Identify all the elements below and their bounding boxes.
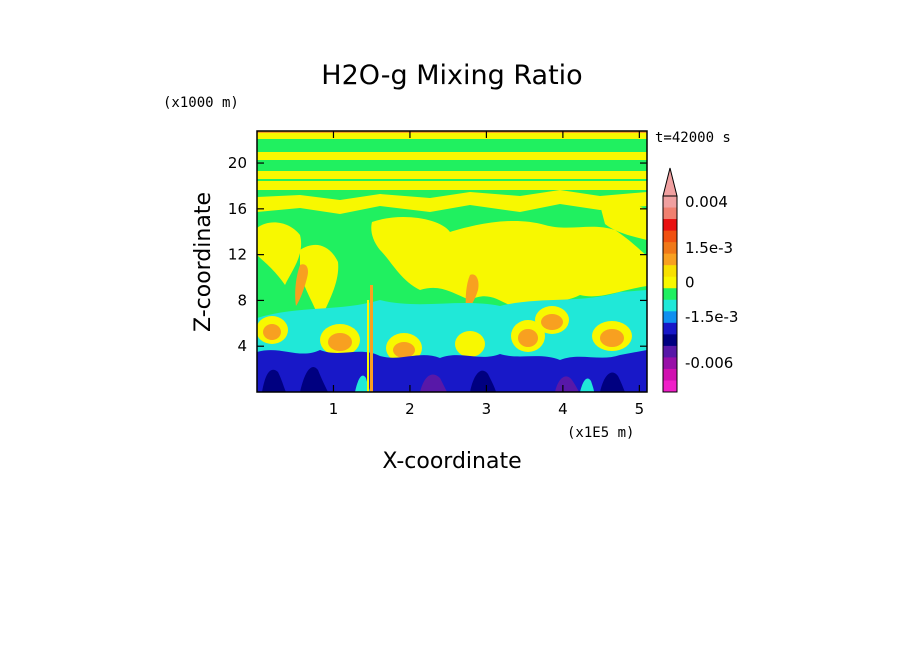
plume-dark-3 bbox=[470, 370, 496, 392]
plume-purple-2 bbox=[555, 376, 579, 392]
blob-1-core bbox=[263, 324, 281, 340]
plume-dark-2 bbox=[300, 366, 328, 392]
blob-4 bbox=[455, 331, 485, 357]
mid-orange-streak-2 bbox=[465, 274, 479, 312]
plume-dark-1 bbox=[262, 369, 286, 392]
colorbar-swatch bbox=[663, 380, 677, 393]
colorbar-label: -0.006 bbox=[685, 354, 733, 372]
plume-cyan-gap-1 bbox=[355, 375, 370, 392]
colorbar-extend-max bbox=[662, 167, 678, 197]
blob-3-core bbox=[393, 342, 415, 358]
x-tick-label: 5 bbox=[635, 400, 645, 418]
plume-cyan-gap-2 bbox=[580, 378, 594, 392]
band-low-yellow bbox=[257, 181, 647, 190]
colorbar-swatch bbox=[663, 368, 677, 381]
x-axis-ticks: 1 2 3 4 5 bbox=[329, 131, 644, 418]
plume-dark-4 bbox=[600, 372, 625, 392]
y-tick-label: 8 bbox=[237, 291, 247, 309]
band-top-yellow bbox=[257, 131, 647, 139]
updraft-streak-1 bbox=[370, 285, 373, 392]
colorbar-frame bbox=[662, 195, 678, 393]
colorbar-swatch bbox=[663, 253, 677, 266]
y-unit-label: (x1000 m) bbox=[163, 95, 239, 111]
colorbar-swatch bbox=[663, 276, 677, 289]
blob-2-core bbox=[328, 333, 352, 351]
upper-yellow-streak bbox=[257, 190, 647, 214]
colorbar-swatch bbox=[663, 345, 677, 358]
band-mid-yellow bbox=[257, 171, 647, 179]
y-axis-title: Z-coordinate bbox=[191, 192, 216, 332]
colorbar-swatch bbox=[663, 242, 677, 255]
y-tick-label: 20 bbox=[228, 154, 247, 172]
mid-yellow-patch-3 bbox=[300, 244, 339, 320]
x-axis-title: X-coordinate bbox=[382, 449, 521, 474]
colorbar-label: 0 bbox=[685, 273, 695, 291]
colorbar-swatch bbox=[663, 357, 677, 370]
plot-frame bbox=[256, 130, 648, 393]
colorbar-label: -1.5e-3 bbox=[685, 308, 738, 326]
colorbar-swatch bbox=[663, 299, 677, 312]
mid-orange-streak-1 bbox=[295, 264, 309, 306]
blob-6-core bbox=[541, 314, 563, 330]
colorbar bbox=[662, 167, 678, 393]
x-tick-label: 1 bbox=[329, 400, 339, 418]
plume-top-blobs bbox=[257, 306, 632, 363]
heatmap-field bbox=[257, 131, 647, 392]
plume-band bbox=[257, 350, 647, 392]
mid-yellow-patch-4 bbox=[600, 202, 647, 240]
chart-title: H2O-g Mixing Ratio bbox=[321, 60, 582, 91]
y-tick-label: 12 bbox=[228, 246, 247, 264]
colorbar-label: 1.5e-3 bbox=[685, 239, 733, 257]
blob-5-core bbox=[518, 329, 538, 347]
x-tick-label: 4 bbox=[558, 400, 568, 418]
colorbar-swatch bbox=[663, 196, 677, 209]
updraft-streak-2 bbox=[367, 300, 369, 392]
colorbar-swatch bbox=[663, 207, 677, 220]
colorbar-swatch bbox=[663, 265, 677, 278]
colorbar-swatch bbox=[663, 288, 677, 301]
colorbar-labels: 0.004 1.5e-3 0 -1.5e-3 -0.006 bbox=[685, 193, 738, 372]
mid-yellow-patch-2 bbox=[371, 217, 647, 310]
x-unit-label: (x1E5 m) bbox=[567, 425, 634, 441]
band-top-orange-dots bbox=[257, 131, 647, 133]
colorbar-swatch bbox=[663, 311, 677, 324]
colorbar-swatch bbox=[663, 219, 677, 232]
plume-purple-1 bbox=[420, 374, 447, 392]
colorbar-swatch bbox=[663, 322, 677, 335]
y-axis-ticks: 4 8 12 16 20 bbox=[228, 154, 647, 355]
colorbar-label: 0.004 bbox=[685, 193, 728, 211]
y-tick-label: 16 bbox=[228, 200, 247, 218]
y-tick-label: 4 bbox=[237, 337, 247, 355]
blob-7-core bbox=[600, 329, 624, 347]
colorbar-swatch bbox=[663, 230, 677, 243]
colorbar-swatch bbox=[663, 334, 677, 347]
x-tick-label: 3 bbox=[482, 400, 492, 418]
band-upper-yellow bbox=[257, 152, 647, 160]
mid-yellow-patch-1 bbox=[257, 222, 302, 285]
x-tick-label: 2 bbox=[405, 400, 415, 418]
surface-plumes bbox=[257, 350, 647, 392]
time-label: t=42000 s bbox=[655, 130, 731, 146]
